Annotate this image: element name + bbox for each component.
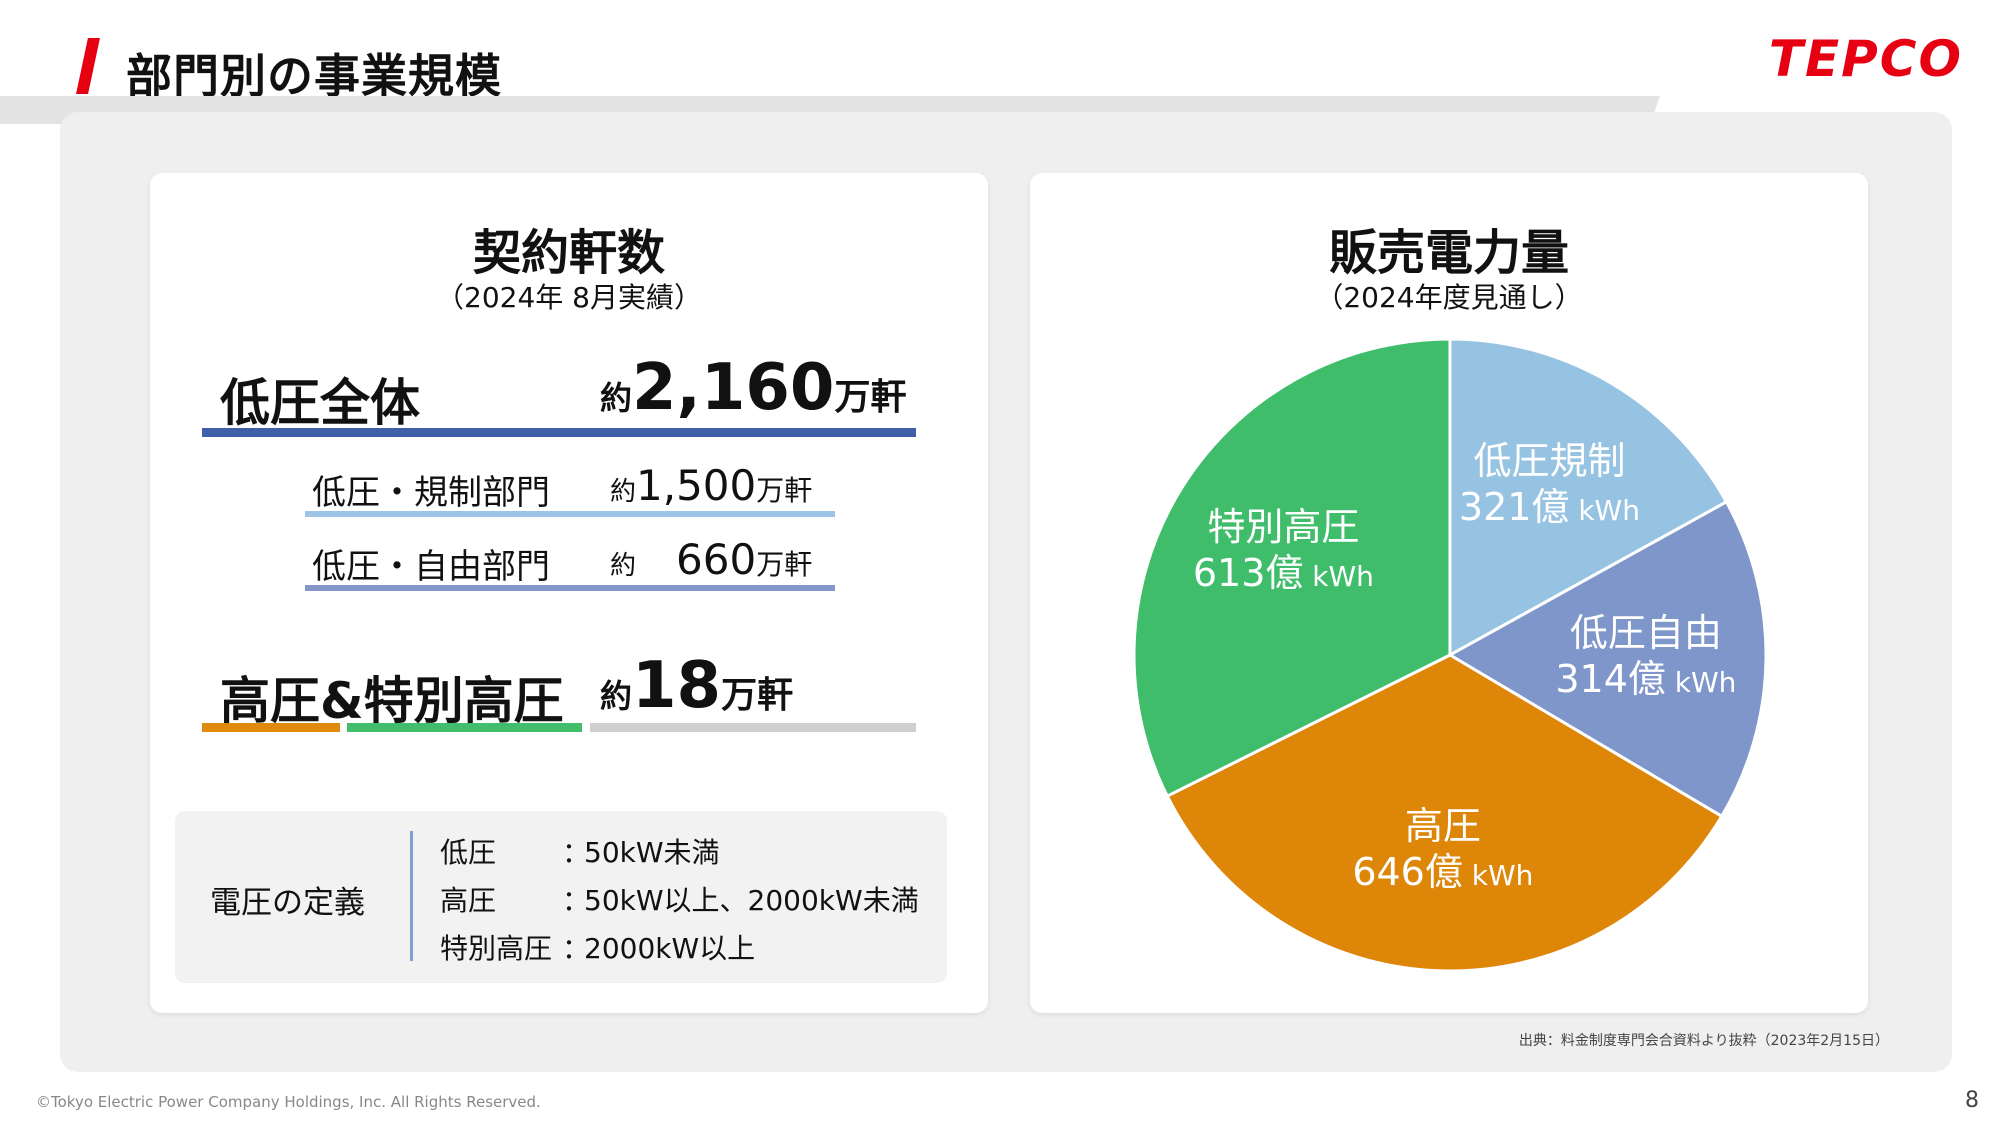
regulated-row: 低圧・規制部門 約1,500万軒 [150,461,988,525]
high-bar-gray [590,723,916,732]
definition-title: 電圧の定義 [210,885,365,921]
sales-title: 販売電力量 [1328,225,1569,281]
definition-sep: ： [562,932,591,965]
high-bar-green [347,723,582,732]
total-bar [202,428,916,437]
definition-value: 50kW以上、2000kW未満 [584,884,919,917]
pie-slice-3 [1132,337,1452,799]
copyright-footer: ©Tokyo Electric Power Company Holdings, … [36,1093,541,1111]
free-unit: 万軒 [756,548,813,581]
regulated-value: 約1,500万軒 [610,461,812,510]
definition-key: 特別高圧 [440,932,553,965]
voltage-definition-box: 電圧の定義 低圧 ：50kW未満 高圧 ：50kW以上、2000kW未満 特別高圧：… [175,811,947,983]
pie-slice-2 [1165,653,1724,973]
pie-label-name-0: 低圧規制 [1473,439,1625,483]
high-value: 約18万軒 [600,649,793,723]
definition-row-low: 低圧 ：50kW未満 [440,831,720,871]
definition-row-high: 高圧 ：50kW以上、2000kW未満 [440,879,919,919]
total-prefix: 約 [600,379,633,417]
definition-key: 高圧 [440,884,497,917]
total-row: 低圧全体 約2,160万軒 [150,351,988,443]
tepco-logo: TEPCO [1768,30,1963,88]
regulated-bar [305,511,835,517]
free-value: 約 660万軒 [610,535,812,584]
pie-label-value-0: 321億 kWh [1459,485,1640,529]
contracts-subtitle: （2024年 8月実績） [436,281,702,314]
regulated-prefix: 約 [610,477,637,507]
high-unit: 万軒 [721,675,794,716]
definition-row-special: 特別高圧 ：2000kW以上 [440,927,755,967]
total-unit: 万軒 [834,377,907,418]
free-bar [305,585,835,591]
definition-value: 2000kW以上 [584,932,756,965]
pie-label-name-3: 特別高圧 [1207,505,1359,549]
free-prefix: 約 [610,551,637,581]
title-accent-bar [76,38,100,94]
pie-label-value-1: 314億 kWh [1555,657,1736,701]
total-number: 2,160 [632,351,835,425]
definition-sep: ： [562,884,591,917]
sales-subtitle: （2024年度見通し） [1315,281,1583,314]
high-row: 高圧&特別高圧 約18万軒 [150,649,988,741]
total-label: 低圧全体 [220,374,420,432]
source-note: 出典：料金制度専門会合資料より抜粋（2023年2月15日） [1518,1033,1889,1049]
pie-slice-0 [1448,337,1729,658]
pie-label-value-2: 646億 kWh [1352,850,1533,894]
high-prefix: 約 [600,677,633,715]
total-value: 約2,160万軒 [600,351,906,425]
definition-value: 50kW未満 [584,836,720,869]
high-number: 18 [632,649,722,723]
pie-label-name-2: 高圧 [1405,804,1481,848]
definition-key: 低圧 [440,836,497,869]
definition-divider [410,831,413,961]
definition-sep: ： [562,836,591,869]
page-number: 8 [1965,1088,1979,1113]
free-number: 660 [676,535,757,584]
pie-slice-1 [1446,499,1768,819]
page-title: 部門別の事業規模 [126,49,502,103]
regulated-number: 1,500 [636,461,757,510]
free-label: 低圧・自由部門 [312,547,550,587]
contracts-card: 契約軒数 （2024年 8月実績） 低圧全体 約2,160万軒 低圧・規制部門 … [150,173,988,1013]
regulated-label: 低圧・規制部門 [312,473,550,513]
regulated-unit: 万軒 [756,474,813,507]
pie-label-value-3: 613億 kWh [1193,551,1374,595]
sales-card: 販売電力量 （2024年度見通し） 低圧規制 321億 kWh 低圧自由 314億 k… [1030,173,1868,1013]
pie-label-name-1: 低圧自由 [1570,611,1722,655]
contracts-title: 契約軒数 [472,225,665,281]
high-bar-orange [202,723,340,732]
high-label: 高圧&特別高圧 [220,672,564,730]
free-row: 低圧・自由部門 約 660万軒 [150,535,988,599]
